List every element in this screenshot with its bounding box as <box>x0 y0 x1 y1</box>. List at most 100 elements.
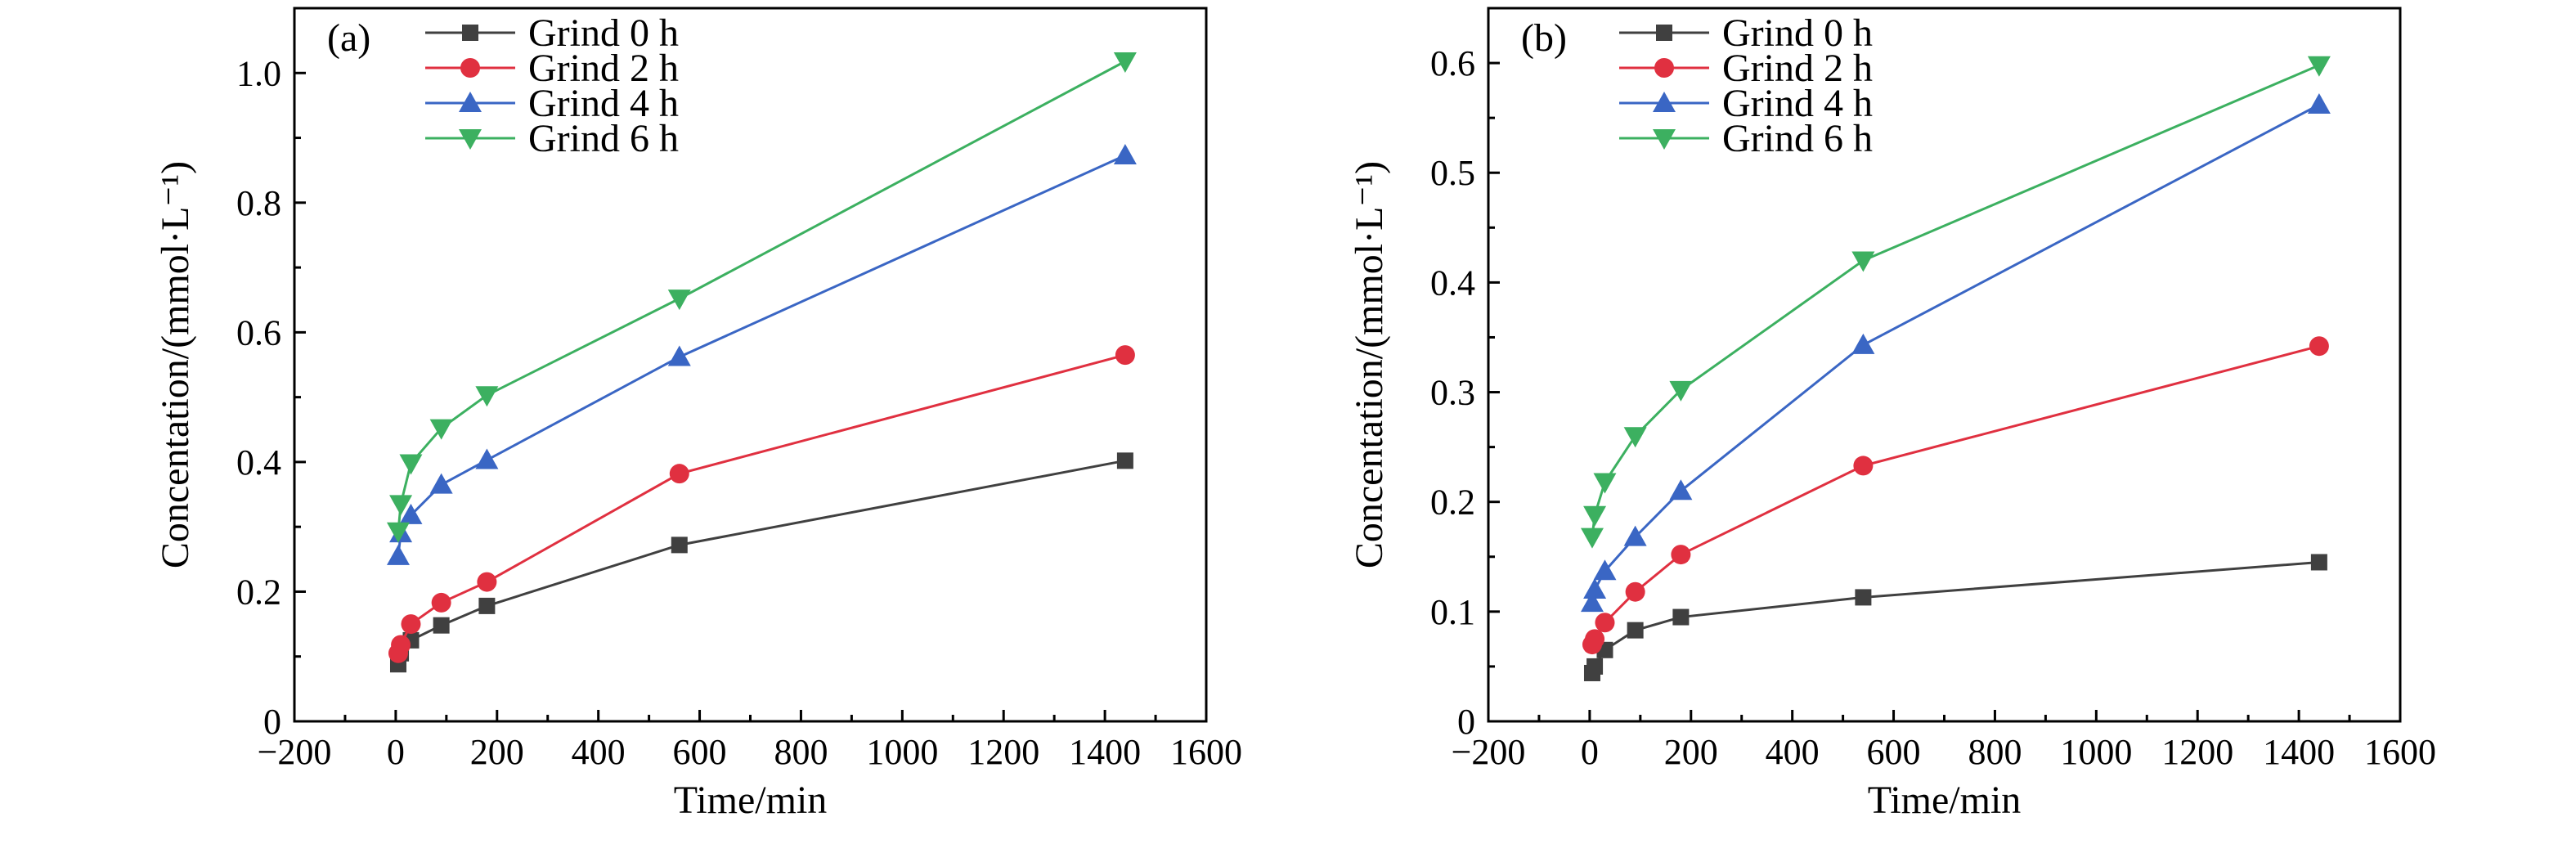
y-axis-label: Concentation/(mmol·L⁻¹) <box>1348 161 1391 568</box>
x-tick-label: 200 <box>1664 732 1718 772</box>
series-grind-2-h <box>1582 336 2329 655</box>
data-point <box>667 290 691 311</box>
data-point <box>1853 456 1874 476</box>
y-tick-label: 0.6 <box>1430 43 1475 83</box>
x-axis-label: Time/min <box>674 779 828 822</box>
data-point <box>667 345 691 366</box>
series-line <box>1591 103 2320 604</box>
data-point <box>429 473 453 494</box>
x-tick-label: 600 <box>1867 732 1921 772</box>
data-point <box>1580 528 1604 549</box>
x-tick-label: 1600 <box>1170 732 1242 772</box>
data-point <box>1585 629 1605 649</box>
data-point <box>1669 380 1693 402</box>
panel-label: (b) <box>1521 16 1567 60</box>
series-grind-0-h <box>389 452 1133 673</box>
legend-entry: Grind 4 h <box>1619 82 1873 125</box>
legend-label: Grind 6 h <box>528 117 679 160</box>
x-tick-label: 1200 <box>967 732 1039 772</box>
series-grind-2-h <box>388 345 1135 663</box>
data-point <box>669 464 689 484</box>
x-tick-label: 200 <box>470 732 524 772</box>
y-tick-label: 0.2 <box>1430 483 1475 523</box>
panel-label: (a) <box>327 16 370 60</box>
data-point <box>1593 559 1617 581</box>
legend-marker <box>459 129 482 150</box>
data-point <box>1583 505 1607 527</box>
data-point <box>433 617 450 634</box>
data-point <box>2307 56 2331 77</box>
y-tick-label: 0.3 <box>1430 373 1475 413</box>
legend-entry: Grind 4 h <box>425 82 679 125</box>
series-line <box>1591 344 2320 645</box>
plot-frame <box>1487 7 2402 723</box>
data-point <box>2309 336 2329 357</box>
y-tick-label: 0.4 <box>1430 263 1475 303</box>
data-point <box>671 536 688 554</box>
data-point <box>386 522 410 543</box>
legend-marker <box>1654 58 1674 78</box>
legend-label: Grind 2 h <box>528 47 679 90</box>
data-point <box>1586 658 1604 675</box>
series-line <box>397 60 1126 532</box>
legend-entry: Grind 2 h <box>1619 47 1873 90</box>
data-point <box>1627 622 1644 639</box>
legend-entry: Grind 6 h <box>1619 117 1873 160</box>
data-point <box>1851 251 1875 272</box>
x-tick-label: 800 <box>1968 732 2022 772</box>
data-point <box>1672 608 1690 626</box>
y-tick-label: 0 <box>263 702 281 742</box>
x-tick-label: 0 <box>1581 732 1599 772</box>
data-point <box>1595 613 1615 633</box>
series-grind-4-h <box>386 143 1137 565</box>
x-tick-label: 1200 <box>2161 732 2233 772</box>
x-tick-label: 1600 <box>2364 732 2436 772</box>
legend-label: Grind 6 h <box>1722 117 1873 160</box>
legend-label: Grind 0 h <box>528 11 679 55</box>
data-point <box>389 495 413 516</box>
data-point <box>1113 52 1137 74</box>
data-point <box>429 419 453 440</box>
x-tick-label: 400 <box>572 732 626 772</box>
series-line <box>397 154 1126 557</box>
data-point <box>1855 589 1872 606</box>
series-line <box>1591 560 2320 674</box>
data-point <box>391 635 411 655</box>
y-tick-label: 0.8 <box>236 183 281 223</box>
y-tick-label: 0.4 <box>236 442 281 483</box>
legend-marker <box>1656 25 1672 41</box>
x-tick-label: 1000 <box>2060 732 2132 772</box>
data-point <box>1625 581 1645 602</box>
legend-marker <box>460 58 480 78</box>
legend-marker <box>1653 92 1676 112</box>
legend-entry: Grind 6 h <box>425 117 679 160</box>
x-tick-label: 1000 <box>866 732 938 772</box>
x-axis-label: Time/min <box>1868 779 2022 822</box>
y-axis-label: Concentation/(mmol·L⁻¹) <box>154 161 197 568</box>
x-tick-label: 800 <box>774 732 828 772</box>
legend-entry: Grind 2 h <box>425 47 679 90</box>
data-point <box>1623 525 1647 546</box>
data-point <box>1580 591 1604 613</box>
y-tick-label: 0.2 <box>236 572 281 612</box>
data-point <box>475 448 499 469</box>
data-point <box>478 597 496 614</box>
y-tick-label: 0 <box>1457 702 1475 742</box>
legend-marker <box>1653 129 1676 150</box>
x-tick-label: 400 <box>1766 732 1820 772</box>
y-tick-label: 0.6 <box>236 312 281 352</box>
data-point <box>475 386 499 407</box>
data-point <box>401 614 421 635</box>
legend-marker <box>459 92 482 112</box>
data-point <box>1851 333 1875 354</box>
legend-label: Grind 2 h <box>1722 47 1873 90</box>
data-point <box>399 503 423 524</box>
series-grind-6-h <box>1580 56 2331 549</box>
series-grind-6-h <box>386 52 1137 543</box>
legend-marker <box>462 25 478 41</box>
data-point <box>1623 427 1647 448</box>
y-tick-label: 0.1 <box>1430 592 1475 632</box>
data-point <box>431 592 451 613</box>
y-tick-label: 0.5 <box>1430 153 1475 193</box>
data-point <box>1593 473 1617 494</box>
